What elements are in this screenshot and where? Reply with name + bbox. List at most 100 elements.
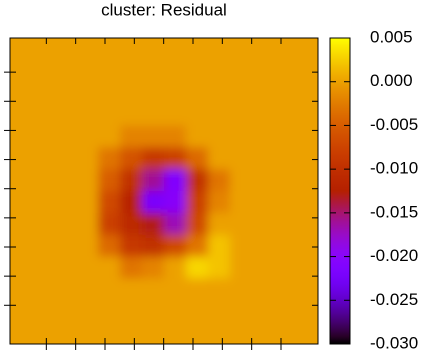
heat-cell <box>230 81 253 105</box>
heat-cell <box>252 300 275 323</box>
heat-cell <box>142 191 165 214</box>
heat-cell <box>98 234 121 258</box>
heat-cell <box>274 38 297 61</box>
heat-cell <box>186 212 209 236</box>
heat-cell <box>208 81 231 105</box>
heat-cell <box>54 191 77 214</box>
heat-cell <box>186 103 209 126</box>
heat-cell <box>120 191 143 214</box>
heat-cell <box>164 125 187 148</box>
heat-cell <box>120 38 143 61</box>
heat-cell <box>252 169 275 192</box>
heat-cell <box>230 322 253 344</box>
heat-cell <box>164 212 187 236</box>
heat-cell <box>142 125 165 148</box>
heat-cell <box>208 234 231 258</box>
heat-cell <box>274 278 297 301</box>
heat-cell <box>186 278 209 301</box>
heat-cell <box>186 125 209 148</box>
heat-cell <box>252 81 275 105</box>
heat-cell <box>10 38 33 61</box>
heat-cell <box>296 59 318 83</box>
heat-cell <box>208 103 231 126</box>
heat-cell <box>252 278 275 301</box>
heat-cell <box>208 191 231 214</box>
heat-cell <box>10 81 33 105</box>
heat-cell <box>230 278 253 301</box>
colorbar-tick-label: -0.030 <box>370 333 418 352</box>
heat-cell <box>274 125 297 148</box>
heat-cell <box>296 234 318 258</box>
heat-cell <box>76 278 99 301</box>
heat-cell <box>142 234 165 258</box>
heatmap <box>10 38 318 344</box>
heat-cell <box>164 278 187 301</box>
heat-cell <box>296 38 318 61</box>
heat-cell <box>54 103 77 126</box>
heat-cell <box>274 191 297 214</box>
colorbar-tick-label: -0.025 <box>370 290 418 309</box>
heat-cell <box>208 322 231 344</box>
colorbar <box>329 37 351 345</box>
heat-cell <box>98 212 121 236</box>
heat-cell <box>274 103 297 126</box>
heat-cell <box>186 59 209 83</box>
heat-cell <box>10 103 33 126</box>
heat-cell <box>208 212 231 236</box>
heat-cell <box>76 59 99 83</box>
heat-cell <box>142 300 165 323</box>
heat-cell <box>230 169 253 192</box>
heat-cell <box>98 38 121 61</box>
heat-cell <box>10 191 33 214</box>
heat-cell <box>98 278 121 301</box>
heat-cell <box>252 38 275 61</box>
heat-cell <box>230 103 253 126</box>
heat-cell <box>208 147 231 170</box>
heat-cell <box>54 322 77 344</box>
heat-cell <box>296 191 318 214</box>
heat-cell <box>252 212 275 236</box>
heat-cell <box>296 103 318 126</box>
heat-cell <box>10 278 33 301</box>
heat-cell <box>54 147 77 170</box>
heat-cell <box>76 234 99 258</box>
heat-cell <box>54 59 77 83</box>
heat-cell <box>120 169 143 192</box>
heat-cell <box>120 278 143 301</box>
heat-cell <box>208 278 231 301</box>
heat-cell <box>186 191 209 214</box>
heat-cell <box>164 38 187 61</box>
heat-cell <box>10 169 33 192</box>
heat-cell <box>54 38 77 61</box>
heat-cell <box>98 256 121 279</box>
heat-cell <box>98 103 121 126</box>
colorbar-tick-label: 0.000 <box>370 71 413 90</box>
heat-cell <box>76 191 99 214</box>
heat-cell <box>252 59 275 83</box>
heat-cell <box>274 169 297 192</box>
heat-cell <box>10 300 33 323</box>
heat-cell <box>32 234 55 258</box>
heat-cell <box>164 322 187 344</box>
heat-cell <box>296 169 318 192</box>
heat-cell <box>76 256 99 279</box>
heat-cell <box>164 147 187 170</box>
heat-cell <box>76 212 99 236</box>
heat-cell <box>186 38 209 61</box>
heat-cell <box>164 103 187 126</box>
colorbar-tick-label: -0.020 <box>370 246 418 265</box>
heat-cell <box>296 322 318 344</box>
heat-cell <box>120 212 143 236</box>
heat-cell <box>54 212 77 236</box>
heat-cell <box>230 300 253 323</box>
heat-cell <box>10 125 33 148</box>
heat-cell <box>142 59 165 83</box>
heat-cell <box>208 125 231 148</box>
heat-cell <box>274 322 297 344</box>
heat-cell <box>32 322 55 344</box>
heat-cell <box>54 234 77 258</box>
heat-cell <box>296 256 318 279</box>
heat-cell <box>164 169 187 192</box>
heat-cell <box>208 59 231 83</box>
heat-cell <box>230 191 253 214</box>
